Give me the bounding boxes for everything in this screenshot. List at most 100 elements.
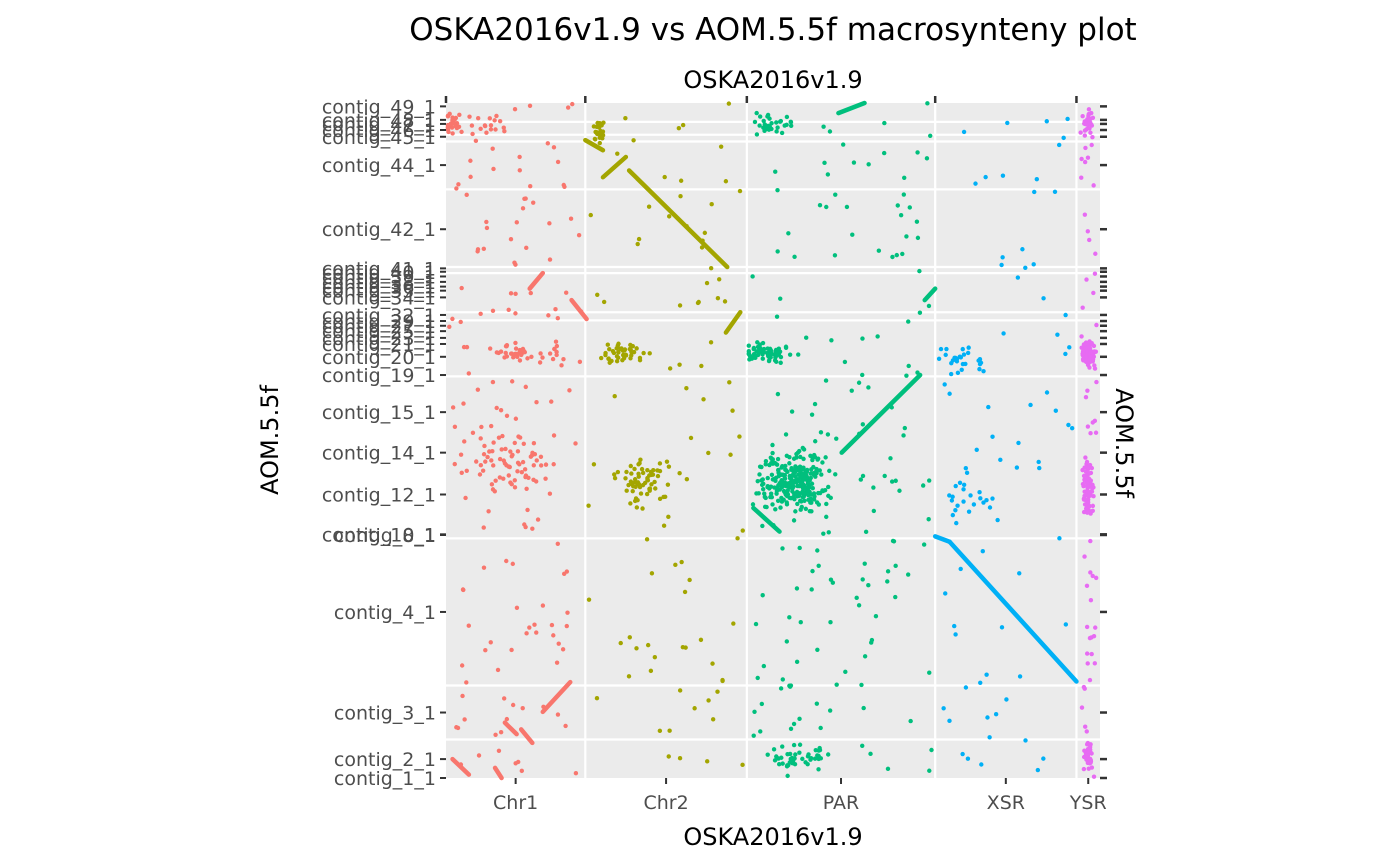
data-point [833,192,838,197]
data-point [1088,570,1093,575]
data-point [464,192,469,198]
data-point [787,352,793,357]
data-point [614,346,619,351]
data-point [765,752,770,757]
data-point [955,503,960,508]
data-point [779,472,784,477]
data-point [667,728,672,733]
data-point [793,752,798,757]
data-point [615,469,621,475]
data-point [842,359,848,365]
data-point [986,404,991,410]
data-point [826,484,831,490]
data-point [917,268,922,274]
data-point [515,469,520,474]
data-point [498,408,504,413]
data-point [806,492,811,498]
data-point [1081,754,1087,760]
data-point [851,160,857,165]
data-point [1094,322,1099,328]
data-point [636,482,642,487]
data-point [513,416,519,421]
data-point [789,409,795,414]
data-point [1031,262,1036,267]
data-point [524,486,529,491]
data-point [488,127,494,132]
data-point [761,349,766,354]
data-point [464,468,469,473]
data-point [551,462,556,467]
x-tick-label: XSR [987,792,1025,814]
data-point [476,753,482,758]
data-point [595,120,600,126]
data-point [926,517,931,522]
data-point [757,342,763,347]
data-point [568,216,574,221]
data-point [818,430,824,435]
data-point [1017,674,1023,679]
data-point [1080,114,1085,119]
data-point [987,735,992,740]
data-point [550,356,556,362]
data-point [649,482,654,487]
data-point [786,231,791,236]
data-point [785,773,790,779]
data-point [731,621,736,626]
data-point [501,125,506,130]
y-tick-label: contig_40_1 [322,262,436,284]
data-point [788,496,794,501]
data-point [784,502,790,507]
data-point [775,249,780,254]
data-point [665,482,671,487]
data-point [487,346,493,351]
data-point [547,491,553,496]
data-point [606,356,611,361]
data-point [750,274,755,279]
data-point [791,742,797,748]
data-point [577,359,583,365]
data-points [445,101,1099,779]
data-point [497,118,503,124]
y-tick-label: contig_32_1 [322,305,436,327]
data-point [499,447,504,452]
data-point [708,265,714,271]
data-point [908,718,913,724]
data-point [554,343,560,349]
data-point [964,470,970,476]
data-point [501,696,507,701]
data-point [648,668,654,674]
data-point [1061,135,1066,141]
data-point [763,462,768,467]
y-tick-label: contig_45_1 [322,127,436,149]
data-point [758,729,763,734]
data-point [751,733,756,738]
data-point [704,759,710,764]
data-point [508,449,513,454]
data-point [555,541,561,546]
data-point [562,184,567,189]
data-point [551,433,557,438]
data-point [564,623,569,629]
y-tick-label: contig_49_1 [322,96,436,118]
data-point [1001,331,1006,336]
data-point [954,520,959,526]
data-point [963,685,969,690]
data-point [1082,554,1087,559]
data-point [478,126,483,131]
data-point [484,225,490,231]
data-point [547,351,553,356]
data-point [955,370,961,376]
data-point [677,756,683,761]
y-tick-label: contig_27_1 [322,316,436,338]
data-point [1063,351,1068,357]
data-point [926,303,932,309]
data-point [454,725,459,730]
data-point [1089,651,1094,657]
data-point [1082,748,1087,753]
data-point [860,422,866,427]
data-point [612,475,618,481]
data-point [825,432,831,437]
data-point [766,127,772,132]
data-point [768,491,774,496]
data-point [788,119,793,124]
